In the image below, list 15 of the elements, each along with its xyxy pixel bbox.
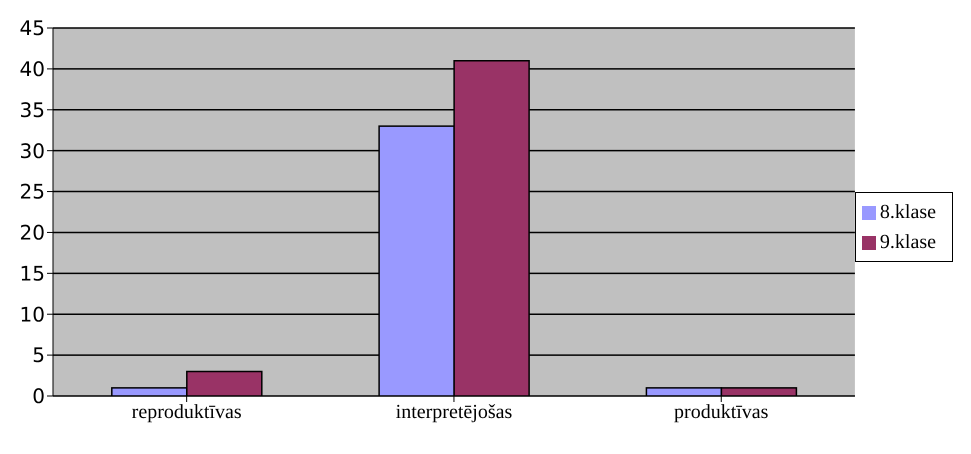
x-tick-label: produktīvas — [674, 401, 769, 424]
y-tick-label: 20 — [20, 220, 45, 245]
legend-label: 9.klase — [880, 231, 936, 253]
y-tick-label: 10 — [20, 302, 45, 326]
y-tick-label: 0 — [32, 384, 45, 408]
y-tick-label: 15 — [20, 261, 45, 286]
x-tick-label: reproduktīvas — [132, 401, 242, 424]
legend-label: 8.klase — [880, 201, 936, 223]
y-tick-label: 30 — [20, 138, 45, 163]
y-tick-label: 40 — [20, 56, 45, 81]
y-tick-label: 5 — [32, 343, 45, 368]
y-tick-label: 25 — [20, 180, 45, 204]
y-tick-label: 35 — [20, 98, 45, 122]
x-tick-label: interpretējošas — [396, 401, 512, 424]
y-tick-label: 45 — [20, 16, 45, 40]
